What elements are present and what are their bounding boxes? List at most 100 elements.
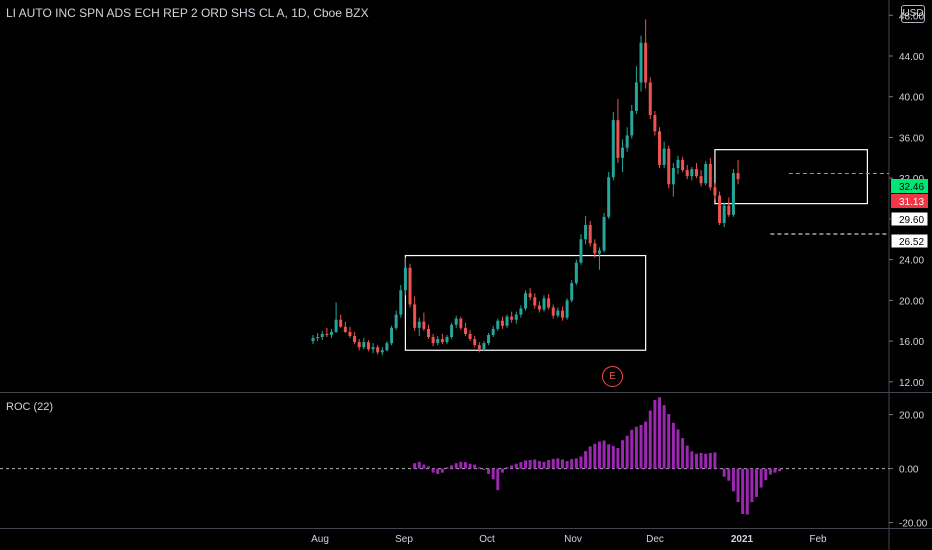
candle-body (399, 290, 403, 315)
candle (574, 259, 578, 286)
candle (399, 285, 403, 318)
candle-body (704, 163, 708, 184)
candle (593, 239, 597, 258)
candle-body (343, 326, 347, 332)
roc-bar (681, 438, 685, 469)
candle-body (403, 267, 407, 291)
roc-bar (500, 468, 504, 473)
candle (708, 157, 712, 191)
roc-bar (731, 468, 735, 492)
price-tick-label: 24.00 (899, 256, 924, 267)
candle (408, 263, 412, 308)
time-tick-label: Dec (646, 534, 664, 545)
roc-bar (427, 466, 430, 469)
candle (542, 295, 546, 312)
candle-body (445, 337, 449, 343)
price-label-text: 26.52 (899, 237, 924, 248)
roc-bar (533, 459, 537, 469)
candle (519, 305, 523, 318)
candle (514, 311, 518, 324)
candle-body (574, 262, 578, 284)
roc-bar (755, 468, 759, 497)
roc-bar (634, 426, 638, 469)
candle (704, 160, 708, 186)
candle-body (588, 225, 592, 244)
roc-bar (524, 460, 528, 469)
candlestick-series (311, 19, 740, 356)
candle (658, 127, 661, 168)
price-label-green: 32.46 (891, 179, 928, 193)
candle (440, 333, 444, 345)
candle (528, 288, 532, 301)
roc-indicator-label[interactable]: ROC (22) (6, 401, 54, 413)
roc-bar (644, 421, 648, 469)
candle (611, 112, 615, 181)
roc-bar (750, 468, 754, 503)
roc-bar (611, 445, 615, 469)
candle-body (597, 250, 601, 254)
candle-body (427, 328, 430, 338)
roc-bar (616, 448, 620, 469)
candle (694, 162, 698, 179)
candle (584, 215, 588, 245)
candle-body (362, 342, 366, 348)
candle (459, 316, 463, 330)
candle-body (408, 267, 412, 305)
roc-bar (584, 451, 588, 469)
roc-bar (459, 461, 463, 469)
currency-button[interactable]: USD (901, 5, 925, 23)
horizontal-lines[interactable] (770, 172, 889, 235)
candle (699, 170, 703, 187)
earnings-marker-icon[interactable]: E (602, 366, 623, 387)
candle (625, 127, 629, 152)
candle (362, 338, 366, 350)
drawing-rectangles[interactable] (404, 149, 869, 351)
time-axis: Aug Sep Oct Nov Dec 2021 Feb (311, 534, 827, 545)
candle (718, 191, 722, 226)
candle-body (440, 339, 444, 343)
candle-body (671, 168, 675, 185)
price-label-white: 29.60 (890, 211, 929, 227)
roc-bar (639, 424, 643, 469)
candle-body (542, 298, 546, 310)
roc-bar (658, 397, 661, 469)
roc-bar (579, 456, 583, 469)
roc-bar (551, 458, 555, 469)
candle-body (320, 333, 324, 338)
candle (385, 341, 389, 352)
roc-bar (671, 422, 675, 469)
roc-bar (542, 461, 546, 469)
candle-body (473, 339, 477, 346)
candle (602, 212, 606, 253)
price-label-white: 26.52 (890, 233, 929, 249)
roc-bar (528, 459, 532, 469)
candle (685, 164, 689, 180)
price-tick-label: 44.00 (899, 52, 924, 63)
candle (671, 162, 675, 197)
candle-body (510, 316, 514, 320)
candle-body (514, 314, 518, 320)
candle (329, 328, 333, 339)
candle (690, 166, 694, 181)
roc-bar (722, 468, 726, 477)
time-tick-label: Sep (395, 534, 413, 545)
candle-body (339, 319, 343, 327)
roc-bar (473, 464, 477, 469)
candle (431, 333, 435, 347)
roc-bar (597, 441, 601, 469)
candle-body (482, 343, 486, 350)
roc-bar (413, 463, 417, 469)
candle (454, 315, 458, 328)
roc-bar (477, 467, 481, 469)
candle-body (524, 293, 528, 309)
candle (505, 314, 509, 328)
candle-body (616, 120, 620, 158)
candle (450, 322, 454, 340)
candle (736, 159, 740, 185)
candle (662, 141, 666, 168)
roc-bar (537, 461, 541, 469)
candle (366, 340, 370, 352)
candle-body (694, 169, 698, 177)
